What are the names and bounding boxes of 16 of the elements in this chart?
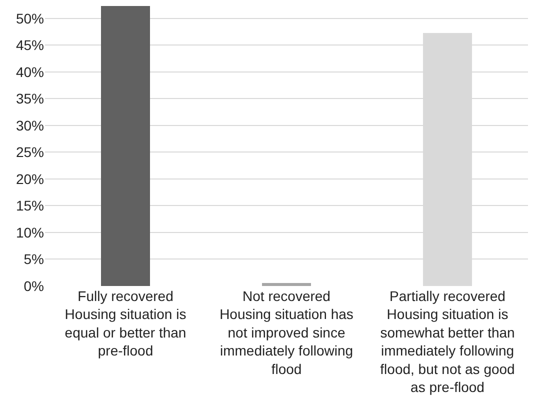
y-tick-label: 35% [16,90,44,107]
bar [101,6,150,286]
y-tick-label: 40% [16,64,44,80]
y-tick-label: 30% [16,117,44,134]
x-tick-label: Partially recovered Housing situation is somewhat better than immediately following flood, but not as good as pre-flood [380,288,515,395]
y-tick-label: 20% [16,170,44,187]
y-tick-label: 45% [16,37,44,54]
y-tick-label: 15% [16,198,44,214]
x-tick-label: Not recovered Housing situation has not improved since immediately following flood [220,288,354,377]
bar [262,283,311,286]
y-tick-label: 25% [16,144,44,160]
x-tick-label: Fully recovered Housing situation is equal or better than pre-flood [64,288,186,359]
y-tick-label: 10% [16,224,44,240]
y-tick-label: 5% [24,251,44,268]
y-tick-label: 0% [24,278,44,294]
y-tick-label: 50% [16,10,44,26]
